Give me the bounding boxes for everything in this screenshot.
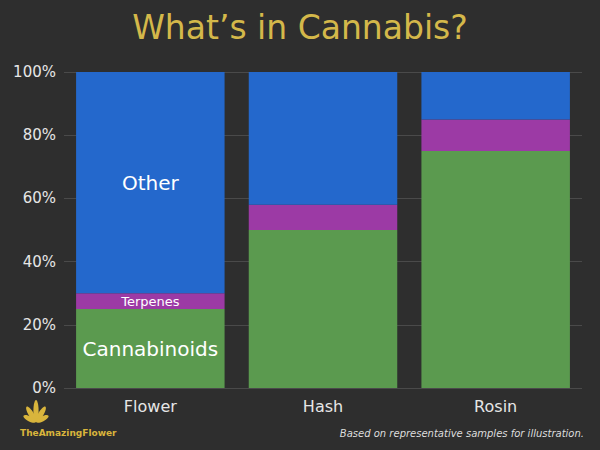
svg-text:0%: 0% <box>32 379 56 397</box>
svg-text:Cannabinoids: Cannabinoids <box>82 337 218 361</box>
svg-text:60%: 60% <box>23 189 56 207</box>
svg-text:Based on representative sample: Based on representative samples for illu… <box>340 428 584 439</box>
svg-text:Rosin: Rosin <box>474 397 517 416</box>
svg-text:Hash: Hash <box>303 397 343 416</box>
svg-text:20%: 20% <box>23 316 56 334</box>
svg-text:Other: Other <box>122 171 180 195</box>
svg-text:40%: 40% <box>23 253 56 271</box>
svg-text:TheAmazingFlower: TheAmazingFlower <box>20 428 117 438</box>
svg-text:100%: 100% <box>13 63 56 81</box>
svg-text:80%: 80% <box>23 126 56 144</box>
svg-text:What’s in Cannabis?: What’s in Cannabis? <box>132 8 468 47</box>
svg-text:Terpenes: Terpenes <box>120 294 180 309</box>
svg-text:Flower: Flower <box>124 397 177 416</box>
